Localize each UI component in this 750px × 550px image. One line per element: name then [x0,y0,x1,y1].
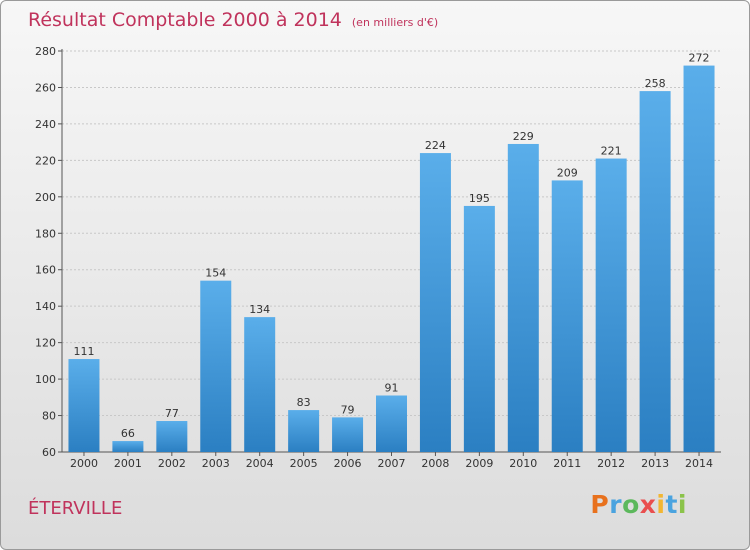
logo-letter: t [665,490,678,519]
bar [507,143,539,452]
bar-value-label: 91 [385,381,399,394]
bar-value-label: 79 [341,403,355,416]
x-tick-label: 2014 [685,457,713,470]
bar [595,158,627,453]
x-tick-label: 2007 [378,457,406,470]
y-tick-label: 280 [35,45,56,58]
y-tick-label: 160 [35,264,56,277]
y-tick-label: 120 [35,337,56,350]
y-tick-label: 100 [35,373,56,386]
bar-value-label: 229 [513,130,534,143]
place-name: ÉTERVILLE [28,498,123,519]
bar [463,205,495,452]
bar-value-label: 134 [249,303,270,316]
y-tick-label: 220 [35,154,56,167]
bar-value-label: 66 [121,427,135,440]
bars [68,65,715,453]
bar-value-label: 83 [297,396,311,409]
x-tick-label: 2012 [597,457,625,470]
logo-letter: r [609,490,623,519]
y-tick-label: 60 [42,446,56,459]
value-labels: 111 66 77 154 134 83 79 91 224 195 229 209 221 258 272 [73,52,709,440]
proxiti-logo: Proxiti [590,490,687,519]
x-tick-label: 2009 [465,457,493,470]
x-tick-label: 2002 [158,457,186,470]
bar-value-label: 77 [165,407,179,420]
bar-value-label: 272 [689,52,710,65]
bar-value-label: 209 [557,166,578,179]
tick-labels: 60 80 100 120 140 160 180 200 220 240 260 280 2000 20… [35,45,713,470]
bar-value-label: 154 [205,267,226,280]
logo-letter: o [622,490,640,519]
x-tick-label: 2013 [641,457,669,470]
y-tick-label: 140 [35,300,56,313]
bar-value-label: 195 [469,192,490,205]
y-tick-label: 200 [35,191,56,204]
bar [332,417,364,452]
x-tick-label: 2006 [334,457,362,470]
bar [639,91,671,452]
logo-letter: i [677,490,687,519]
x-tick-label: 2011 [553,457,581,470]
y-tick-label: 260 [35,81,56,94]
bar-value-label: 258 [645,77,666,90]
chart-title: Résultat Comptable 2000 à 2014 (en millie… [28,9,438,31]
bar [551,180,583,452]
bar [288,410,320,452]
x-tick-label: 2003 [202,457,230,470]
bar [112,441,144,452]
x-tick-label: 2000 [70,457,98,470]
bar-value-label: 221 [601,145,622,158]
logo-letter: x [639,490,657,519]
bar [376,395,407,452]
chart-subtitle: (en milliers d'€) [351,16,439,29]
x-tick-label: 2005 [290,457,318,470]
x-tick-label: 2001 [114,457,142,470]
bar [200,280,232,452]
y-tick-label: 240 [35,118,56,131]
y-tick-label: 80 [42,410,56,423]
bar [244,317,276,452]
logo-letter: P [590,490,610,519]
bar-value-label: 111 [73,345,94,358]
chart-title-text: Résultat Comptable 2000 à 2014 [28,9,342,31]
bar [68,359,100,452]
x-tick-label: 2008 [421,457,449,470]
bar-value-label: 224 [425,139,446,152]
bar [419,153,451,452]
logo-letter: i [656,490,666,519]
y-tick-label: 180 [35,227,56,240]
bar [683,65,715,452]
x-tick-label: 2004 [246,457,274,470]
x-tick-label: 2010 [509,457,537,470]
bar [156,421,188,452]
